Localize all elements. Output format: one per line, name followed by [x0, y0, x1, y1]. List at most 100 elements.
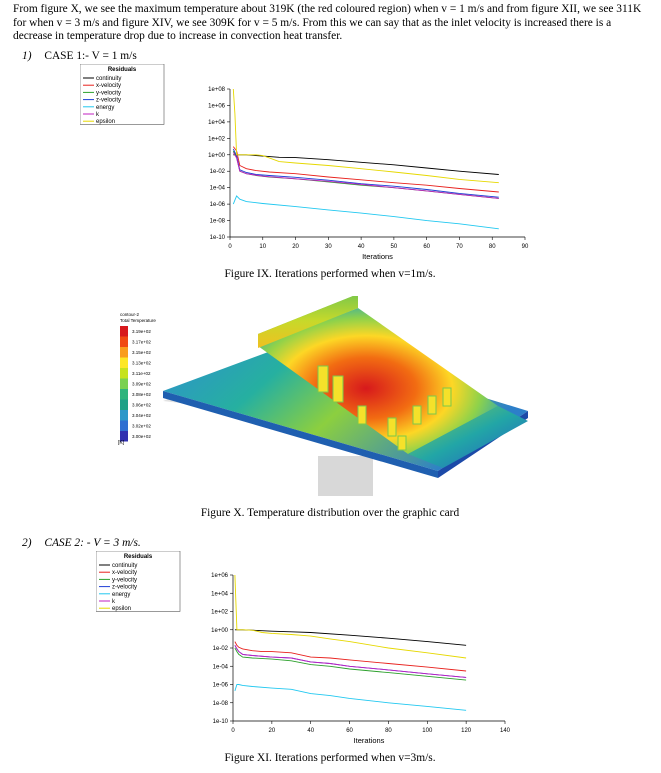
colorbar-swatch	[120, 326, 128, 337]
x-tick-label: 100	[422, 728, 433, 734]
colorbar-swatch	[120, 357, 128, 368]
colorbar-swatch	[120, 399, 128, 410]
y-tick-label: 1e-10	[210, 235, 226, 241]
legend-label: continuity	[96, 76, 121, 82]
y-tick-label: 1e-10	[213, 719, 229, 725]
y-tick-label: 1e-08	[210, 219, 226, 225]
temperature-contour-figure: contour-2 Total Temperature 3.19e+02 3.17…	[118, 296, 528, 496]
case2-heading: 2) CASE 2: - V = 3 m/s.	[22, 537, 141, 549]
legend-title: Residuals	[124, 554, 153, 560]
y-tick-label: 1e+04	[211, 591, 229, 597]
x-tick-label: 0	[231, 728, 235, 734]
y-tick-label: 1e-02	[210, 169, 226, 175]
card-hot-region	[258, 308, 498, 454]
series-line-energy	[232, 195, 499, 230]
y-tick-label: 1e+02	[211, 610, 229, 616]
y-tick-label: 1e-06	[213, 683, 229, 689]
legend-box	[96, 551, 181, 612]
series-line-y-velocity	[232, 150, 499, 199]
case2-label: CASE 2: - V = 3 m/s.	[44, 537, 141, 549]
legend-label: epsilon	[112, 606, 131, 612]
legend-box	[80, 64, 165, 125]
x-tick-label: 10	[259, 244, 266, 250]
case1-heading: 1) CASE 1:- V = 1 m/s	[22, 50, 137, 62]
legend-label: x-velocity	[96, 83, 121, 89]
colorbar-label: 3.08e+02	[132, 392, 151, 397]
series-line-energy	[234, 684, 467, 711]
series-line-continuity	[234, 629, 467, 646]
colorbar-swatch	[120, 368, 128, 379]
colorbar-label: 3.19e+02	[132, 329, 151, 334]
x-tick-label: 140	[500, 728, 511, 734]
legend-label: x-velocity	[112, 570, 137, 576]
contour-title-2: Total Temperature	[120, 318, 156, 323]
series-line-y-velocity	[234, 647, 467, 681]
legend-label: energy	[112, 592, 130, 598]
contour-unit: [K]	[118, 440, 125, 446]
series-line-k	[232, 152, 499, 199]
x-tick-label: 0	[228, 244, 232, 250]
colorbar-swatch	[120, 336, 128, 347]
figure-9-caption: Figure IX. Iterations performed when v=1…	[224, 268, 436, 280]
support-block-shadow	[318, 456, 373, 496]
x-axis-label: Iterations	[362, 252, 393, 261]
series-line-z-velocity	[232, 148, 499, 198]
legend-label: y-velocity	[96, 90, 121, 96]
y-tick-label: 1e+00	[211, 628, 229, 634]
case1-number: 1)	[22, 50, 32, 62]
body-paragraph: From figure X, we see the maximum temper…	[13, 3, 642, 43]
contour-colorbar: 3.19e+02 3.17e+02 3.15e+02 3.13e+02 3.11e+02…	[120, 326, 151, 442]
series-line-epsilon	[234, 574, 467, 659]
y-tick-label: 1e-02	[213, 646, 229, 652]
y-tick-label: 1e-04	[210, 186, 226, 192]
x-tick-label: 60	[346, 728, 353, 734]
x-tick-label: 90	[522, 244, 529, 250]
figure-11-caption: Figure XI. Iterations performed when v=3…	[224, 752, 436, 764]
legend-label: k	[96, 112, 100, 118]
series-line-z-velocity	[234, 645, 467, 678]
components	[317, 365, 452, 451]
colorbar-label: 3.06e+02	[132, 403, 151, 408]
x-tick-label: 20	[269, 728, 276, 734]
y-tick-label: 1e+06	[208, 103, 226, 109]
legend-label: epsilon	[96, 119, 115, 125]
x-tick-label: 120	[461, 728, 472, 734]
x-tick-label: 70	[456, 244, 463, 250]
colorbar-swatch	[120, 378, 128, 389]
contour-title-1: contour-2	[120, 312, 140, 317]
colorbar-label: 3.17e+02	[132, 340, 151, 345]
series-line-epsilon	[232, 88, 499, 184]
colorbar-swatch	[120, 410, 128, 421]
x-tick-label: 80	[489, 244, 496, 250]
colorbar-swatch	[120, 347, 128, 358]
series-line-x-velocity	[234, 641, 467, 672]
series-line-k	[234, 645, 467, 678]
x-tick-label: 20	[292, 244, 299, 250]
axes: 1e+06 1e+04 1e+02 1e+00 1e-02 1e-04 1e-06 1e-08…	[211, 573, 511, 745]
legend-label: k	[112, 599, 116, 605]
colorbar-label: 3.15e+02	[132, 350, 151, 355]
x-tick-label: 40	[358, 244, 365, 250]
colorbar-label: 3.09e+02	[132, 382, 151, 387]
y-tick-label: 1e+06	[211, 573, 229, 579]
y-tick-label: 1e-06	[210, 202, 226, 208]
colorbar-swatch	[120, 431, 128, 442]
axes: 1e+08 1e+06 1e+04 1e+02 1e+00 1e-02 1e-04 1e-06…	[208, 87, 529, 261]
colorbar-label: 3.04e+02	[132, 413, 151, 418]
legend-label: y-velocity	[112, 577, 137, 583]
legend-label: energy	[96, 105, 114, 111]
y-tick-label: 1e+02	[208, 136, 226, 142]
y-tick-label: 1e+00	[208, 153, 226, 159]
colorbar-swatch	[120, 420, 128, 431]
colorbar-label: 3.02e+02	[132, 424, 151, 429]
x-tick-label: 60	[423, 244, 430, 250]
y-tick-label: 1e+08	[208, 87, 226, 93]
figure-10-caption: Figure X. Temperature distribution over …	[200, 507, 460, 519]
colorbar-swatch	[120, 389, 128, 400]
series-line-continuity	[233, 154, 499, 175]
y-tick-label: 1e+04	[208, 120, 226, 126]
x-tick-label: 80	[385, 728, 392, 734]
